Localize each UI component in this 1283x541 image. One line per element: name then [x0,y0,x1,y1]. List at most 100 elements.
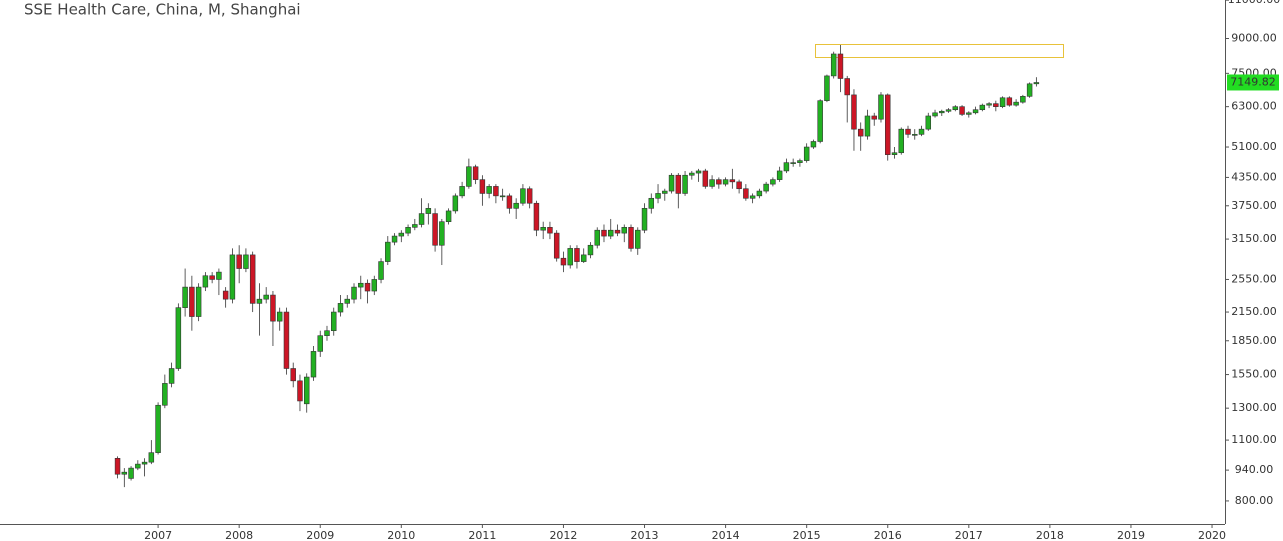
y-tick-label: 2150.00 [1231,305,1277,318]
candle-body [412,224,418,228]
candle-body [675,174,682,194]
candle-body [479,179,486,194]
y-tick-label: 4350.00 [1231,170,1277,183]
candle-body [310,351,317,378]
candle-body [337,303,344,313]
x-tick-label: 2007 [144,529,172,541]
candle-body [952,106,959,111]
x-tick-label: 2016 [874,529,902,541]
candle-body [385,241,391,262]
x-tick-label: 2020 [1198,529,1226,541]
candle-body [506,195,513,209]
y-tick-label: 6300.00 [1231,100,1277,113]
candle-body [526,188,533,204]
candle-body [439,221,445,246]
candle-body [175,307,182,369]
candle-body [398,232,405,237]
candle-body [662,190,668,194]
candle-body [1006,97,1013,106]
candle-body [162,383,168,406]
y-tick-label: 9000.00 [1231,32,1277,45]
candle-body [391,235,398,243]
y-tick-label: 3150.00 [1231,232,1277,245]
candle-body [540,227,546,231]
candle-body [128,467,134,479]
candle-body [939,110,945,114]
candle-body [229,254,236,300]
candle-body [898,128,904,154]
candle-body [493,186,499,197]
candle-body [114,457,121,475]
x-tick-label: 2009 [306,529,334,541]
candle-body [972,109,979,114]
candle-body [648,197,655,209]
candle-body [925,115,932,130]
candle-body [641,208,648,231]
candle-body [797,160,803,163]
candle-body [317,335,323,352]
candle-body [999,97,1006,107]
candle-body [560,257,567,266]
candle-body [351,286,357,300]
y-tick-label: 1850.00 [1231,334,1277,347]
candle-body [486,186,492,194]
candle-body [547,227,553,234]
candle-body [993,103,999,107]
candle-body [756,190,763,197]
candle-body [932,112,938,117]
candle-body [729,179,736,183]
candle-body [371,279,378,292]
candle-body [749,195,756,199]
candle-body [425,208,432,214]
x-tick-label: 2019 [1117,529,1145,541]
candle-body [743,188,749,199]
candle-body [621,227,627,234]
candle-body [716,179,722,185]
candle-body [891,152,898,155]
x-tick-label: 2015 [793,529,821,541]
candle-body [912,134,918,136]
candle-body [837,53,844,79]
candle-body [770,179,776,185]
y-tick-label: 940.00 [1235,463,1274,476]
candle-body [155,404,161,453]
candle-body [324,330,330,336]
candle-body [276,311,283,322]
candle-body [986,103,992,106]
candle-body [236,254,242,269]
candle-body [202,275,209,288]
candle-body [945,109,952,112]
candle-body [290,368,296,382]
candle-body [1026,83,1033,97]
candle-body [222,290,229,300]
candle-body [851,94,857,130]
candle-body [148,452,155,463]
candle-body [702,170,709,187]
candle-body [608,229,614,237]
candle-body [614,229,621,234]
candle-body [776,170,783,180]
y-tick-label: 1100.00 [1231,433,1277,446]
candle-body [817,100,823,142]
candle-body [857,128,864,137]
candle-body [1020,96,1026,103]
candle-body [635,229,641,249]
candle-body [249,254,256,304]
candle-body [878,94,884,120]
candle-body [824,75,830,101]
candle-body [263,294,269,300]
candle-body [405,227,411,234]
y-tick-label: 1300.00 [1231,401,1277,414]
candle-body [783,162,790,172]
candle-body [594,229,600,246]
candle-body [331,311,337,332]
candle-body [256,298,263,304]
candle-body [121,471,128,475]
candle-body [344,298,350,304]
candle-body [601,229,607,237]
y-tick-label: 2550.00 [1231,272,1277,285]
x-tick-label: 2017 [955,529,983,541]
y-tick-label: 11000.00 [1228,0,1281,6]
